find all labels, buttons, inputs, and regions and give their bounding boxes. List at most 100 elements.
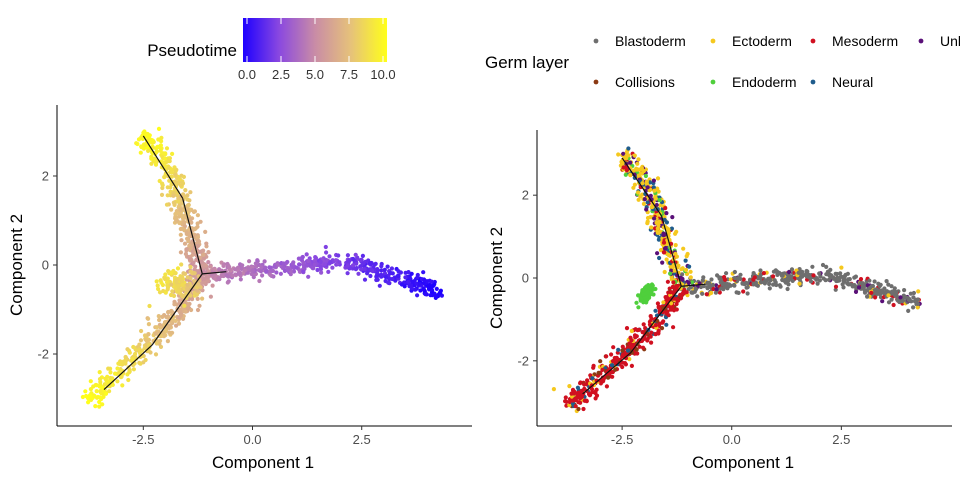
y-tick-label: -2 [37, 347, 49, 362]
data-point [173, 216, 178, 221]
data-point [87, 393, 93, 398]
data-point [176, 289, 181, 294]
data-point [644, 179, 649, 184]
data-point [108, 370, 113, 375]
data-point [396, 274, 401, 279]
data-point [655, 301, 661, 306]
trajectory-lines [103, 135, 227, 391]
data-point [154, 279, 159, 284]
data-point [659, 326, 665, 331]
data-point [268, 272, 273, 277]
data-point [264, 269, 269, 274]
data-point [428, 293, 433, 298]
data-point [367, 261, 373, 266]
data-point [423, 292, 428, 297]
data-point [758, 268, 763, 273]
data-point [145, 134, 150, 139]
data-point [115, 366, 120, 371]
data-point [157, 178, 162, 184]
data-point [410, 279, 415, 284]
data-point [386, 280, 391, 285]
data-point [379, 264, 384, 269]
data-point [188, 276, 193, 281]
data-point [174, 323, 179, 328]
data-point [587, 393, 592, 398]
data-point [438, 290, 443, 295]
data-point [272, 264, 277, 269]
y-tick-label: 0 [522, 271, 529, 286]
trajectory-segment [103, 344, 153, 391]
legend-swatch [710, 38, 716, 44]
data-point [889, 284, 894, 289]
data-point [820, 262, 826, 268]
data-point [643, 173, 649, 179]
data-point [591, 363, 596, 368]
data-point [738, 272, 743, 277]
data-point [186, 202, 191, 208]
data-point [629, 344, 634, 349]
data-point [693, 286, 698, 291]
data-point [663, 295, 668, 300]
data-point [637, 293, 642, 298]
data-point [745, 285, 750, 290]
data-point [601, 376, 606, 382]
data-point [732, 283, 737, 288]
data-point [771, 282, 776, 287]
data-point [616, 152, 621, 157]
x-tick-label: 0.0 [243, 432, 261, 447]
data-point [738, 276, 743, 282]
data-point [119, 374, 124, 379]
data-point [142, 346, 147, 351]
data-point [755, 283, 761, 288]
data-point [139, 328, 144, 334]
data-point [634, 347, 639, 352]
data-point [185, 282, 190, 287]
data-point [598, 359, 603, 364]
trajectory-segment [621, 157, 663, 217]
data-point [700, 278, 706, 283]
data-point [353, 252, 358, 257]
data-point [154, 325, 160, 330]
data-point [890, 289, 895, 294]
data-point [180, 282, 185, 287]
data-point [684, 267, 689, 273]
legend-swatch [593, 79, 599, 85]
data-point [178, 232, 183, 237]
data-point [170, 289, 175, 294]
data-point [429, 285, 434, 290]
data-point [194, 292, 199, 297]
data-point [626, 153, 631, 158]
data-point [311, 266, 316, 271]
data-point [131, 344, 136, 350]
data-point [285, 259, 290, 265]
data-point [127, 350, 132, 355]
data-point [221, 263, 226, 268]
data-point [333, 258, 338, 263]
data-point [705, 286, 710, 291]
data-point [655, 230, 660, 235]
data-point [637, 327, 642, 332]
data-point [661, 240, 667, 245]
data-point [258, 269, 263, 274]
data-point [911, 305, 916, 310]
data-point [336, 253, 341, 258]
data-point [884, 279, 889, 284]
data-point [674, 229, 679, 234]
data-point [166, 310, 171, 315]
x-axis-title: Component 1 [212, 453, 314, 472]
data-point [201, 248, 206, 253]
data-point [92, 394, 97, 399]
data-point [200, 296, 205, 301]
data-point [649, 340, 654, 345]
legend-title: Germ layer [485, 53, 569, 72]
colorbar-tick-label: 7.5 [340, 67, 358, 82]
data-point [180, 293, 185, 298]
data-point [246, 266, 251, 271]
data-point [880, 289, 886, 294]
data-point [652, 188, 657, 193]
data-point [183, 188, 188, 193]
data-point [663, 245, 668, 251]
data-point [635, 351, 640, 356]
legend-label: Endoderm [732, 74, 797, 90]
data-point [582, 398, 587, 403]
